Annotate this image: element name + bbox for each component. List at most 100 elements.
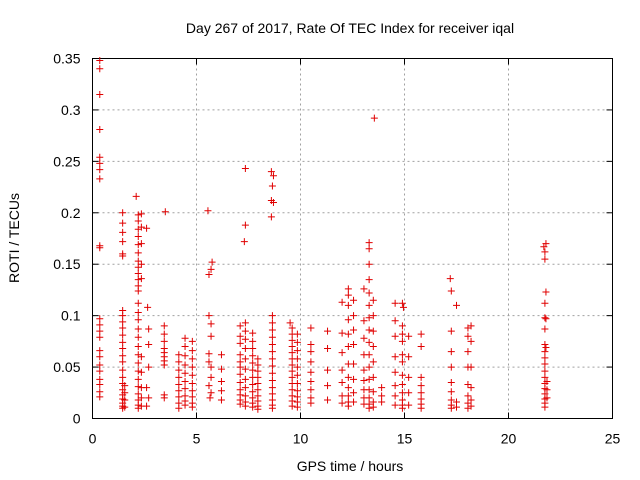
data-point	[175, 381, 183, 389]
data-point	[293, 371, 301, 379]
data-point	[268, 390, 276, 398]
data-point	[160, 337, 168, 345]
data-point	[391, 368, 399, 376]
x-axis-label: GPS time / hours	[297, 458, 404, 474]
data-point	[338, 392, 346, 400]
data-point	[137, 353, 145, 361]
data-point	[119, 366, 127, 374]
data-point	[542, 240, 550, 248]
data-point	[360, 285, 368, 293]
data-point	[96, 321, 104, 329]
data-point	[391, 299, 399, 307]
data-point	[132, 192, 140, 200]
data-point	[254, 355, 262, 363]
data-point	[541, 367, 549, 375]
data-point	[288, 373, 296, 381]
data-point	[236, 379, 244, 386]
data-point	[96, 353, 104, 361]
data-point	[350, 312, 358, 320]
y-axis-label: ROTI / TECUs	[6, 193, 22, 283]
data-point	[464, 332, 472, 340]
data-point	[121, 403, 129, 411]
data-point	[254, 405, 262, 413]
data-point	[391, 317, 399, 325]
data-point	[360, 376, 368, 384]
data-point	[137, 260, 145, 268]
data-point	[365, 338, 373, 346]
data-point	[288, 343, 296, 350]
data-point	[96, 57, 104, 65]
data-point	[249, 352, 257, 360]
data-point	[268, 326, 276, 334]
y-tick-label: 0.05	[53, 359, 80, 375]
data-point	[268, 312, 276, 320]
data-point	[217, 396, 225, 404]
data-point	[96, 159, 104, 167]
data-point	[249, 388, 257, 396]
x-tick-label: 5	[193, 431, 201, 447]
data-point	[541, 354, 549, 362]
data-point	[541, 248, 549, 256]
data-point	[268, 404, 276, 412]
data-point	[365, 301, 373, 309]
data-point	[369, 296, 377, 304]
data-point	[134, 269, 142, 277]
data-point	[254, 361, 262, 369]
data-point	[134, 276, 142, 284]
data-point	[268, 348, 276, 356]
data-point	[119, 324, 127, 332]
data-point	[268, 333, 276, 341]
data-point	[181, 401, 189, 409]
data-point	[286, 319, 294, 327]
data-point	[307, 348, 315, 356]
data-point	[188, 371, 196, 379]
data-point	[365, 363, 373, 371]
data-point	[542, 315, 550, 323]
data-point	[119, 338, 127, 346]
data-point	[269, 199, 277, 206]
data-point	[369, 327, 377, 335]
data-point	[137, 210, 145, 218]
x-tick-label: 20	[501, 431, 517, 447]
data-point	[119, 252, 127, 260]
data-point	[249, 366, 257, 374]
data-point	[307, 340, 315, 348]
data-point	[119, 331, 127, 339]
data-point	[307, 358, 315, 366]
data-point	[378, 392, 386, 400]
data-point	[134, 217, 142, 225]
data-point	[249, 337, 257, 345]
data-point	[96, 315, 104, 323]
data-point	[417, 404, 425, 412]
data-point	[119, 358, 127, 366]
y-tick-label: 0.25	[53, 153, 80, 169]
data-point	[293, 363, 301, 371]
data-point	[467, 337, 475, 345]
data-point	[344, 384, 352, 392]
data-point	[288, 349, 296, 357]
data-point	[207, 265, 215, 273]
data-point	[241, 327, 249, 335]
data-point	[134, 375, 142, 383]
data-point	[119, 345, 127, 353]
data-point	[324, 327, 332, 335]
data-point	[204, 207, 212, 215]
data-point	[188, 337, 196, 345]
data-point	[391, 332, 399, 340]
data-point	[365, 245, 373, 253]
data-point	[307, 377, 315, 385]
x-tick-label: 10	[293, 431, 309, 447]
data-point	[236, 322, 244, 330]
data-point	[398, 404, 406, 412]
data-point	[398, 351, 406, 359]
data-point	[241, 345, 249, 353]
data-point	[344, 301, 352, 309]
data-point	[338, 298, 346, 306]
data-point	[464, 381, 472, 389]
data-point	[307, 368, 315, 376]
data-point	[338, 366, 346, 374]
data-point	[188, 363, 196, 371]
data-point	[324, 382, 332, 390]
x-tick-label: 0	[89, 431, 97, 447]
data-point	[175, 358, 183, 366]
